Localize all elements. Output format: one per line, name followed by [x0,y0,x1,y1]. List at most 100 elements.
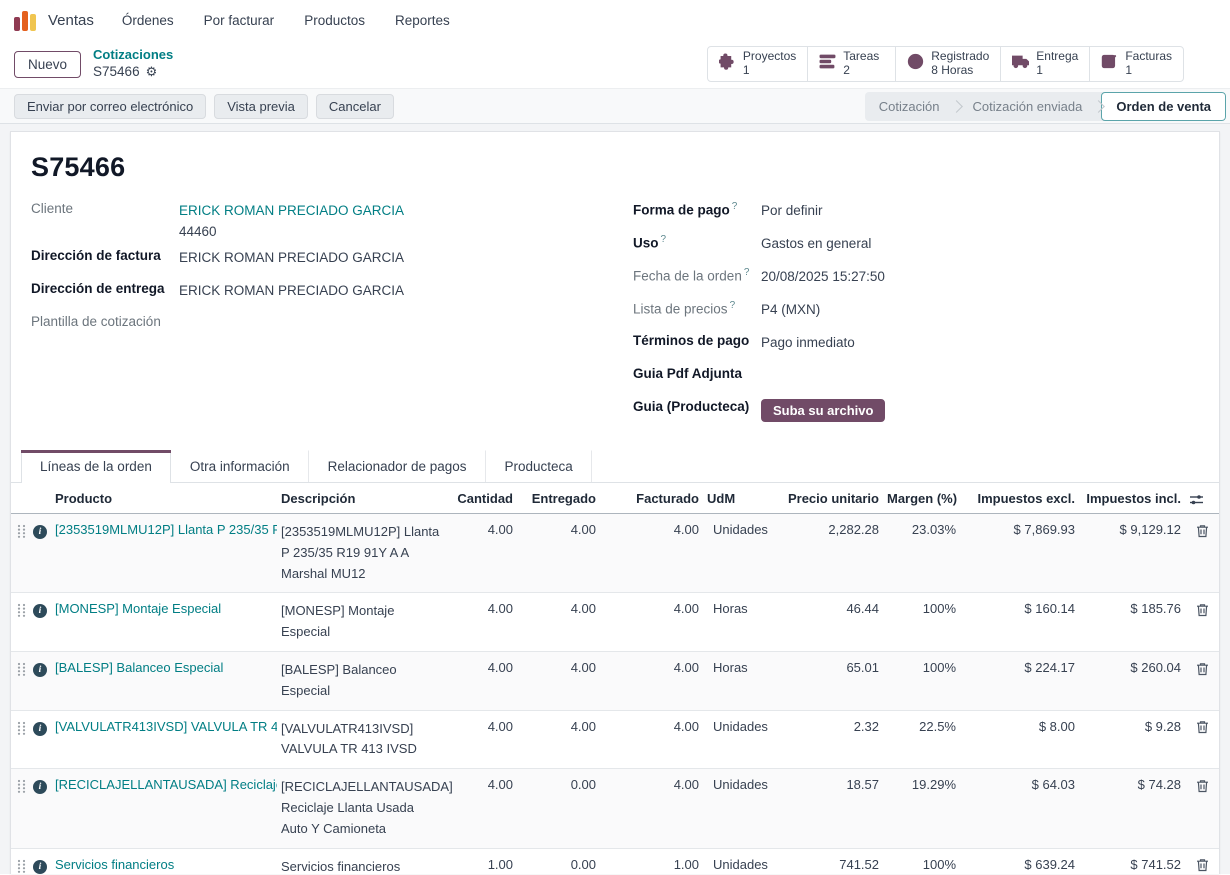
info-icon[interactable]: i [29,652,51,677]
margin-cell[interactable]: 19.29% [883,769,960,800]
qty-cell[interactable]: 4.00 [447,514,517,545]
description-cell[interactable]: [BALESP] Balanceo Especial [277,652,447,710]
upload-file-button[interactable]: Suba su archivo [761,399,885,422]
tax-excl-cell[interactable]: $ 7,869.93 [960,514,1079,545]
invoiced-cell[interactable]: 4.00 [600,514,703,545]
invoiced-cell[interactable]: 4.00 [600,711,703,742]
description-cell[interactable]: [MONESP] Montaje Especial [277,593,447,651]
tax-incl-cell[interactable]: $ 260.04 [1079,652,1185,683]
tab-producteca[interactable]: Producteca [486,450,592,482]
product-cell[interactable]: [MONESP] Montaje Especial [51,593,277,624]
product-cell[interactable]: [2353519MLMU12P] Llanta P 235/35 R19 91Y… [51,514,277,545]
drag-handle-icon[interactable] [11,849,29,874]
delete-line-icon[interactable] [1185,514,1219,540]
field-value[interactable]: P4 (MXN) [761,297,820,321]
margin-cell[interactable]: 23.03% [883,514,960,545]
info-icon[interactable]: i [29,711,51,736]
product-link[interactable]: [2353519MLMU12P] Llanta P 235/35 R19 91Y… [55,522,277,537]
field-value[interactable]: ERICK ROMAN PRECIADO GARCIA44460 [179,198,404,243]
stat-button-clock[interactable]: Registrado8 Horas [896,47,1001,81]
drag-handle-icon[interactable] [11,711,29,736]
delivered-cell[interactable]: 4.00 [517,514,600,545]
uom-cell[interactable]: Unidades [703,514,783,545]
delivered-cell[interactable]: 4.00 [517,711,600,742]
margin-cell[interactable]: 100% [883,652,960,683]
column-header-uom[interactable]: UdM [703,483,783,513]
tab-líneas-de-la-orden[interactable]: Líneas de la orden [21,450,171,483]
uom-cell[interactable]: Horas [703,593,783,624]
unit-price-cell[interactable]: 2,282.28 [783,514,883,545]
delivered-cell[interactable]: 0.00 [517,849,600,874]
stat-button-puzzle[interactable]: Proyectos1 [708,47,808,81]
drag-handle-icon[interactable] [11,769,29,794]
tax-incl-cell[interactable]: $ 185.76 [1079,593,1185,624]
tax-incl-cell[interactable]: $ 74.28 [1079,769,1185,800]
status-step-1[interactable]: Cotización [865,94,954,119]
tax-incl-cell[interactable]: $ 741.52 [1079,849,1185,874]
tax-excl-cell[interactable]: $ 639.24 [960,849,1079,874]
column-header-qty[interactable]: Cantidad [447,483,517,513]
info-icon[interactable]: i [29,769,51,794]
field-value[interactable]: 20/08/2025 15:27:50 [761,264,885,288]
stat-button-truck[interactable]: Entrega1 [1001,47,1090,81]
field-value[interactable]: Por definir [761,198,823,222]
product-cell[interactable]: Servicios financieros [51,849,277,874]
field-value[interactable]: ERICK ROMAN PRECIADO GARCIA [179,245,404,269]
column-header-margin[interactable]: Margen (%) [883,483,960,513]
uom-cell[interactable]: Unidades [703,711,783,742]
new-button[interactable]: Nuevo [14,51,81,78]
unit-price-cell[interactable]: 2.32 [783,711,883,742]
unit-price-cell[interactable]: 741.52 [783,849,883,874]
product-link[interactable]: [MONESP] Montaje Especial [55,601,221,616]
stat-button-tasks[interactable]: Tareas2 [808,47,896,81]
uom-cell[interactable]: Horas [703,652,783,683]
unit-price-cell[interactable]: 65.01 [783,652,883,683]
drag-handle-icon[interactable] [11,652,29,677]
qty-cell[interactable]: 4.00 [447,593,517,624]
action-button-vista[interactable]: Vista previa [214,94,308,119]
margin-cell[interactable]: 100% [883,593,960,624]
customer-link[interactable]: ERICK ROMAN PRECIADO GARCIA [179,203,404,218]
delete-line-icon[interactable] [1185,849,1219,874]
drag-handle-icon[interactable] [11,514,29,539]
field-value[interactable]: Gastos en general [761,231,871,255]
unit-price-cell[interactable]: 18.57 [783,769,883,800]
tab-otra-información[interactable]: Otra información [171,450,309,482]
nav-menu-item-órdenes[interactable]: Órdenes [122,13,174,28]
delete-line-icon[interactable] [1185,769,1219,795]
tax-incl-cell[interactable]: $ 9.28 [1079,711,1185,742]
column-header-product[interactable]: Producto [51,483,277,513]
delete-line-icon[interactable] [1185,711,1219,737]
breadcrumb-parent-link[interactable]: Cotizaciones [93,47,173,63]
margin-cell[interactable]: 100% [883,849,960,874]
tax-excl-cell[interactable]: $ 224.17 [960,652,1079,683]
invoiced-cell[interactable]: 4.00 [600,652,703,683]
action-button-enviar[interactable]: Enviar por correo electrónico [14,94,206,119]
app-logo-icon[interactable] [14,9,38,31]
info-icon[interactable]: i [29,849,51,874]
delivered-cell[interactable]: 4.00 [517,652,600,683]
column-header-tax-excl[interactable]: Impuestos excl. [960,483,1079,513]
stat-button-invoice[interactable]: Facturas1 [1090,47,1183,81]
description-cell[interactable]: [2353519MLMU12P] Llanta P 235/35 R19 91Y… [277,514,447,592]
tax-excl-cell[interactable]: $ 64.03 [960,769,1079,800]
column-header-description[interactable]: Descripción [277,483,447,513]
product-link[interactable]: Servicios financieros [55,857,174,872]
product-link[interactable]: [VALVULATR413IVSD] VALVULA TR 413 IVSD [55,719,277,734]
product-link[interactable]: [BALESP] Balanceo Especial [55,660,223,675]
column-header-tax-incl[interactable]: Impuestos incl. [1079,483,1185,513]
description-cell[interactable]: Servicios financieros [277,849,447,874]
tax-excl-cell[interactable]: $ 8.00 [960,711,1079,742]
delete-line-icon[interactable] [1185,593,1219,619]
info-icon[interactable]: i [29,514,51,539]
uom-cell[interactable]: Unidades [703,769,783,800]
qty-cell[interactable]: 4.00 [447,711,517,742]
qty-cell[interactable]: 4.00 [447,652,517,683]
nav-menu-item-reportes[interactable]: Reportes [395,13,450,28]
invoiced-cell[interactable]: 4.00 [600,769,703,800]
column-header-unit-price[interactable]: Precio unitario [783,483,883,513]
column-header-invoiced[interactable]: Facturado [600,483,703,513]
nav-menu-item-por-facturar[interactable]: Por facturar [204,13,275,28]
drag-handle-icon[interactable] [11,593,29,618]
description-cell[interactable]: [RECICLAJELLANTAUSADA] Reciclaje Llanta … [277,769,447,847]
